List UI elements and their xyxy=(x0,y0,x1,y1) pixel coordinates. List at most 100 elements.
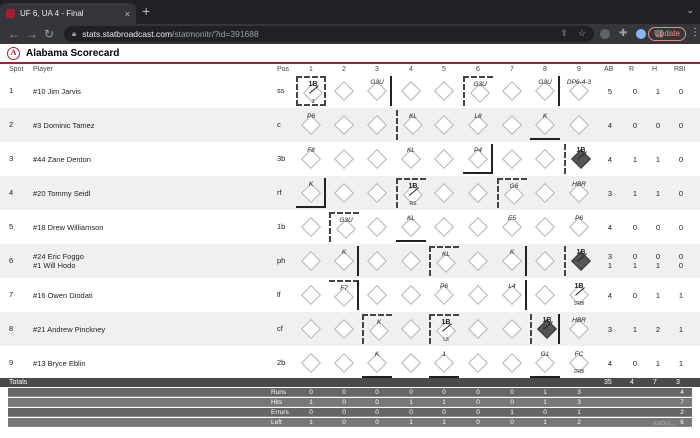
inning-cell[interactable]: F7 xyxy=(329,280,359,310)
inning-cell[interactable]: G3U xyxy=(329,212,359,242)
inning-cell[interactable]: K xyxy=(362,314,392,344)
browser-menu-icon[interactable]: ⋮ xyxy=(690,27,700,38)
inning-cell[interactable]: G3U xyxy=(530,76,560,106)
browser-tab[interactable]: UF 6, UA 4 - Final × xyxy=(0,3,136,24)
player-name[interactable]: #16 Owen Diodati xyxy=(33,290,93,300)
inning-cell[interactable] xyxy=(497,76,527,106)
inning-cell[interactable] xyxy=(296,280,326,310)
inning-cell[interactable]: G1 xyxy=(530,348,560,378)
inning-cell[interactable]: K xyxy=(497,246,527,276)
inning-cell[interactable] xyxy=(429,110,459,140)
inning-cell[interactable]: E5 xyxy=(497,212,527,242)
inning-cell[interactable]: 1 xyxy=(429,348,459,378)
player-name[interactable]: #13 Bryce Eblin xyxy=(33,358,86,368)
inning-cell[interactable] xyxy=(329,144,359,174)
inning-cell[interactable]: L4 xyxy=(497,280,527,310)
inning-cell[interactable] xyxy=(396,76,426,106)
inning-cell[interactable] xyxy=(463,314,493,344)
player-name[interactable]: #18 Drew Williamson xyxy=(33,222,104,232)
inning-cell[interactable]: 1B 3 xyxy=(296,76,326,106)
inning-cell[interactable] xyxy=(530,212,560,242)
inning-cell[interactable]: KL xyxy=(429,246,459,276)
inning-cell[interactable]: K xyxy=(362,348,392,378)
inning-cell[interactable] xyxy=(296,212,326,242)
inning-cell[interactable]: FC 1RBI xyxy=(564,348,594,378)
inning-cell[interactable]: 1B xyxy=(564,246,594,276)
inning-cell[interactable]: G3U xyxy=(463,76,493,106)
inning-cell[interactable]: P6 xyxy=(429,280,459,310)
forward-icon[interactable]: → xyxy=(26,27,38,41)
inning-cell[interactable]: K xyxy=(530,110,560,140)
player-name[interactable]: #24 Eric Foggo xyxy=(33,252,84,261)
player-name[interactable]: #3 Dominic Tamez xyxy=(33,120,95,130)
new-tab-button[interactable]: + xyxy=(142,3,151,19)
extension-icon[interactable] xyxy=(600,28,610,39)
inning-cell[interactable] xyxy=(329,314,359,344)
inning-cell[interactable] xyxy=(463,212,493,242)
inning-cell[interactable]: 1B xyxy=(530,314,560,344)
inning-cell[interactable] xyxy=(463,246,493,276)
inning-cell[interactable]: 1B RS xyxy=(396,178,426,208)
inning-cell[interactable] xyxy=(396,348,426,378)
reload-icon[interactable]: ↻ xyxy=(44,27,55,41)
inning-cell[interactable] xyxy=(362,144,392,174)
inning-cell[interactable] xyxy=(329,348,359,378)
extensions-puzzle-icon[interactable]: ✚ xyxy=(619,28,628,39)
inning-cell[interactable]: K xyxy=(296,178,326,208)
profile-avatar-icon[interactable] xyxy=(636,28,647,39)
inning-cell[interactable] xyxy=(463,178,493,208)
inning-cell[interactable] xyxy=(429,76,459,106)
inning-cell[interactable] xyxy=(396,314,426,344)
inning-cell[interactable]: KL xyxy=(396,144,426,174)
inning-cell[interactable] xyxy=(463,280,493,310)
player-name[interactable]: #20 Tommy Seidl xyxy=(33,188,91,198)
inning-cell[interactable] xyxy=(530,246,560,276)
inning-cell[interactable]: P6 xyxy=(296,110,326,140)
inning-cell[interactable] xyxy=(564,110,594,140)
inning-cell[interactable] xyxy=(362,212,392,242)
inning-cell[interactable] xyxy=(362,246,392,276)
inning-cell[interactable]: P6 xyxy=(564,212,594,242)
inning-cell[interactable]: HBR xyxy=(564,314,594,344)
inning-cell[interactable]: 1B xyxy=(564,144,594,174)
inning-cell[interactable]: F8 xyxy=(296,144,326,174)
inning-cell[interactable]: KL xyxy=(396,110,426,140)
inning-cell[interactable] xyxy=(497,314,527,344)
inning-cell[interactable] xyxy=(329,76,359,106)
inning-cell[interactable]: 1B L5 xyxy=(429,314,459,344)
bookmark-star-icon[interactable]: ☆ xyxy=(577,28,586,38)
player-name[interactable]: #10 Jim Jarvis xyxy=(33,86,81,96)
inning-cell[interactable] xyxy=(463,348,493,378)
tab-search-icon[interactable]: ⌄ xyxy=(686,5,694,15)
side-panel-icon[interactable]: ▥ xyxy=(655,28,664,38)
inning-cell[interactable]: DP6-4-3 xyxy=(564,76,594,106)
update-button[interactable]: Update xyxy=(648,27,686,41)
player-name[interactable]: #1 Will Hodo xyxy=(33,261,76,270)
player-name[interactable]: #21 Andrew Pinckney xyxy=(33,324,106,334)
inning-cell[interactable]: G3U xyxy=(362,76,392,106)
inning-cell[interactable] xyxy=(429,212,459,242)
inning-cell[interactable] xyxy=(329,110,359,140)
inning-cell[interactable] xyxy=(396,280,426,310)
address-bar[interactable]: 🔒︎ stats.statbroadcast.com/statmonitr/?i… xyxy=(64,26,594,42)
tab-close-icon[interactable]: × xyxy=(124,8,130,19)
inning-cell[interactable] xyxy=(296,314,326,344)
inning-cell[interactable]: G6 xyxy=(497,178,527,208)
inning-cell[interactable] xyxy=(329,178,359,208)
inning-cell[interactable] xyxy=(362,110,392,140)
inning-cell[interactable] xyxy=(497,110,527,140)
inning-cell[interactable] xyxy=(362,280,392,310)
inning-cell[interactable] xyxy=(530,178,560,208)
inning-cell[interactable]: KL xyxy=(396,212,426,242)
lock-icon[interactable]: 🔒︎ xyxy=(72,29,77,38)
inning-cell[interactable]: L8 xyxy=(463,110,493,140)
inning-cell[interactable] xyxy=(396,246,426,276)
inning-cell[interactable] xyxy=(296,246,326,276)
inning-cell[interactable] xyxy=(530,144,560,174)
inning-cell[interactable]: 1B 1RBI xyxy=(564,280,594,310)
inning-cell[interactable]: K xyxy=(329,246,359,276)
inning-cell[interactable] xyxy=(497,348,527,378)
share-icon[interactable]: ⇪ xyxy=(560,28,568,38)
back-icon[interactable]: ← xyxy=(8,27,20,41)
inning-cell[interactable] xyxy=(530,280,560,310)
